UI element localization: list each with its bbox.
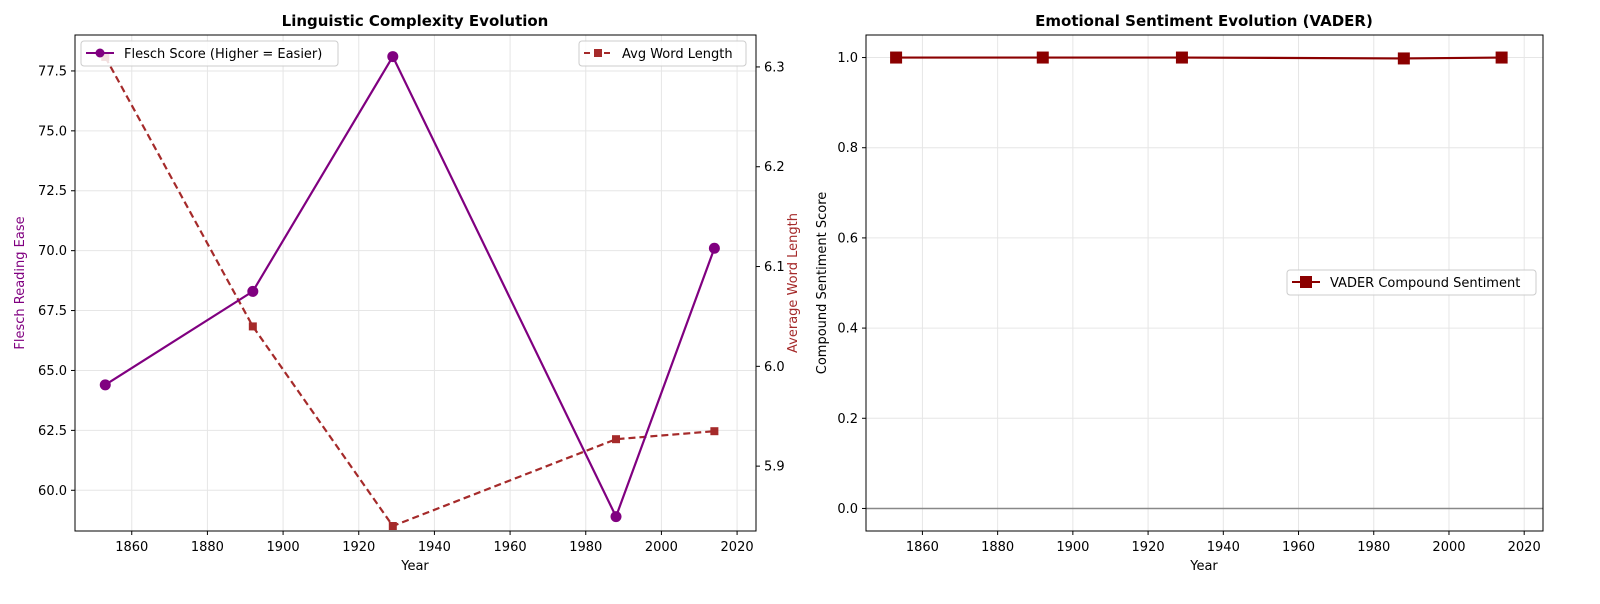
left-ticks: 1860 1880 1900 1920 1940 1960 1980 2000 2020 60.0… xyxy=(38,60,785,555)
right-x-tick-label: 1980 xyxy=(1357,540,1390,555)
legend-flesch: Flesch Score (Higher = Easier) xyxy=(80,40,339,67)
right-y-tick-label: 5.9 xyxy=(764,460,785,475)
avg-word-length-point xyxy=(710,427,719,436)
avg-word-length-point xyxy=(388,522,397,531)
legend-vader: VADER Compound Sentiment xyxy=(1286,269,1537,296)
flesch-score-series xyxy=(99,51,720,523)
left-chart-title: Linguistic Complexity Evolution xyxy=(282,12,549,30)
right-chart-y-tick-label: 0.2 xyxy=(837,412,858,427)
right-y-tick-label: 6.0 xyxy=(764,360,785,375)
legend-vader-label: VADER Compound Sentiment xyxy=(1330,276,1520,291)
right-chart-title: Emotional Sentiment Evolution (VADER) xyxy=(1035,12,1373,30)
flesch-score-point xyxy=(610,511,622,523)
left-y-tick-label: 65.0 xyxy=(38,364,67,379)
vader-sentiment-line xyxy=(896,56,1502,60)
vader-sentiment-point xyxy=(1036,51,1049,64)
left-gridlines xyxy=(75,35,756,531)
right-chart-y-tick-label: 0.8 xyxy=(837,141,858,156)
linguistic-complexity-chart: 1860 1880 1900 1920 1940 1960 1980 2000 2020 60.0… xyxy=(13,12,801,574)
right-x-tick-label: 2000 xyxy=(1432,540,1465,555)
flesch-score-point xyxy=(708,242,720,254)
right-x-tick-label: 1900 xyxy=(1056,540,1089,555)
right-x-tick-label: 1880 xyxy=(981,540,1014,555)
avg-word-length-point xyxy=(612,435,621,444)
right-y-tick-label: 6.1 xyxy=(764,260,785,275)
right-chart-y-tick-label: 0.4 xyxy=(837,322,858,337)
left-y-tick-label: 60.0 xyxy=(38,484,67,499)
left-y-tick-label: 72.5 xyxy=(38,184,67,199)
flesch-score-point xyxy=(99,379,111,391)
left-x-tick-label: 1980 xyxy=(569,540,602,555)
right-x-tick-label: 2020 xyxy=(1508,540,1541,555)
right-y-tick-label: 6.2 xyxy=(764,160,785,175)
left-x-axis-label: Year xyxy=(400,559,429,574)
legend-word-length: Avg Word Length xyxy=(578,40,747,67)
right-chart-y-axis-label: Compound Sentiment Score xyxy=(815,192,830,375)
legend-flesch-marker xyxy=(95,48,105,58)
vader-sentiment-series xyxy=(890,51,1508,65)
right-y-axis-label: Average Word Length xyxy=(786,213,801,353)
right-x-tick-label: 1940 xyxy=(1207,540,1240,555)
vader-sentiment-point xyxy=(1175,51,1188,64)
legend-word-length-marker xyxy=(594,49,602,57)
legend-word-length-box xyxy=(578,40,747,67)
left-plot-frame xyxy=(74,34,757,532)
left-y-tick-label: 67.5 xyxy=(38,304,67,319)
left-x-tick-label: 1880 xyxy=(191,540,224,555)
right-plot-frame xyxy=(865,34,1544,532)
legend-flesch-box xyxy=(80,40,339,67)
legend-word-length-label: Avg Word Length xyxy=(622,47,733,62)
legend-vader-marker xyxy=(1300,276,1312,288)
right-x-tick-label: 1860 xyxy=(906,540,939,555)
vader-sentiment-point xyxy=(890,51,903,64)
right-ticks: 1860 1880 1900 1920 1940 1960 1980 2000 2020 0.0 0… xyxy=(837,51,1540,555)
legend-flesch-label: Flesch Score (Higher = Easier) xyxy=(124,47,322,62)
avg-word-length-point xyxy=(248,322,257,331)
left-x-tick-label: 1940 xyxy=(418,540,451,555)
right-x-axis-label: Year xyxy=(1189,559,1218,574)
left-y-tick-label: 70.0 xyxy=(38,244,67,259)
right-x-tick-label: 1960 xyxy=(1282,540,1315,555)
right-x-tick-label: 1920 xyxy=(1132,540,1165,555)
vader-sentiment-point xyxy=(1397,52,1410,65)
right-chart-y-tick-label: 0.0 xyxy=(837,502,858,517)
sentiment-chart: 1860 1880 1900 1920 1940 1960 1980 2000 2020 0.0 0… xyxy=(815,12,1544,574)
left-x-tick-label: 1960 xyxy=(494,540,527,555)
right-chart-y-tick-label: 0.6 xyxy=(837,231,858,246)
legend-vader-box xyxy=(1286,269,1537,296)
left-y-tick-label: 75.0 xyxy=(38,124,67,139)
left-x-tick-label: 1920 xyxy=(342,540,375,555)
flesch-score-point xyxy=(247,285,259,297)
vader-sentiment-point xyxy=(1495,51,1508,64)
left-y-tick-label: 62.5 xyxy=(38,424,67,439)
right-y-tick-label: 6.3 xyxy=(764,60,785,75)
flesch-score-point xyxy=(387,51,399,63)
left-x-tick-label: 1860 xyxy=(115,540,148,555)
left-x-tick-label: 2020 xyxy=(721,540,754,555)
left-y-tick-label: 77.5 xyxy=(38,64,67,79)
left-y-axis-label: Flesch Reading Ease xyxy=(13,216,28,349)
left-x-tick-label: 1900 xyxy=(267,540,300,555)
right-chart-y-tick-label: 1.0 xyxy=(837,51,858,66)
left-x-tick-label: 2000 xyxy=(645,540,678,555)
